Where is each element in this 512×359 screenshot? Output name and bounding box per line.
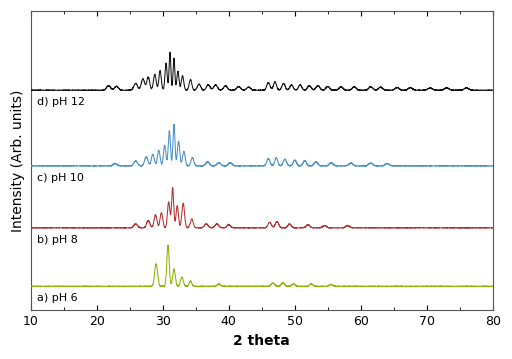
Text: b) pH 8: b) pH 8 <box>37 235 78 245</box>
Y-axis label: Intensity (Arb. units): Intensity (Arb. units) <box>11 90 25 232</box>
X-axis label: 2 theta: 2 theta <box>233 334 290 348</box>
Text: c) pH 10: c) pH 10 <box>37 173 84 183</box>
Text: a) pH 6: a) pH 6 <box>37 293 78 303</box>
Text: d) pH 12: d) pH 12 <box>37 97 86 107</box>
